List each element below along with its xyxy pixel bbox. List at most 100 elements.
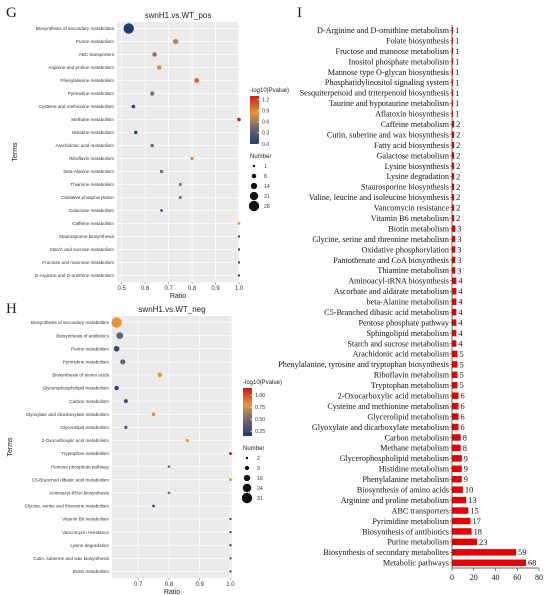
y-tick-label: Glycerophospholipid metabolism [43,386,110,391]
bar [452,298,457,305]
data-point [123,23,134,34]
data-point [151,412,156,417]
bar-value-label: 5 [459,371,463,380]
data-point [178,183,182,186]
bar-value-label: 9 [464,454,468,463]
y-tick-label: Riboflavin metabolism [69,156,114,161]
size-legend-dot [241,492,253,504]
panel-letter-i: I [297,5,302,21]
category-label: Biosynthesis of amino acids [357,485,449,494]
bar-value-label: 2 [456,214,460,223]
bar-value-label: 9 [464,465,468,474]
bar [452,47,454,55]
bar-value-label: 3 [457,245,461,254]
category-label: Methane metabolism [380,444,450,453]
panel-letter-g: G [6,5,17,21]
category-label: Glyoxylate and dicarboxylate metabolism [312,423,450,432]
bar [452,350,458,358]
y-tick-label: beta-Alanine metabolism [63,169,114,174]
bar [452,392,459,399]
bar [452,434,461,441]
bar [452,100,454,107]
size-legend-dot [243,474,251,482]
data-point [237,117,241,122]
data-point [229,517,232,521]
y-tick-label: Carbon metabolism [69,399,109,404]
bar [452,496,467,504]
category-label: Galactose metabolism [376,151,449,160]
category-label: Histidine metabolism [379,465,450,474]
bar [452,517,471,525]
bar-value-label: 1 [455,99,459,108]
y-tick-label: Pyrimidine metabolism [63,359,109,364]
y-tick-label: Thiamine metabolism [70,182,114,187]
x-tick-label: 80 [535,573,543,582]
x-tick-label: 0.5 [118,286,127,292]
bar [452,549,517,556]
bar [452,319,457,326]
y-tick-label: Galactose metabolism [69,208,115,213]
category-label: ABC transporters [391,506,449,515]
category-label: D-Arginine and D-ornithine metabolism [317,26,450,35]
bar-value-label: 4 [458,287,463,296]
data-point [150,91,155,96]
category-label: Cysteine and methionine metabolism [327,402,449,411]
data-point [167,491,171,495]
bar [452,288,457,295]
bar [452,371,458,379]
bar-value-label: 4 [458,319,463,328]
bar [452,465,462,473]
data-point [194,78,200,83]
bar-value-label: 2 [456,183,460,192]
y-tick-label: Arginine and proline metabolism [48,65,114,70]
y-tick-label: Arachidonic acid metabolism [56,143,115,148]
category-label: Caffeine metabolism [381,120,450,129]
bar [452,225,456,232]
y-tick-label: D-Arginine and D-ornithine metabolism [35,273,114,278]
bar-value-label: 5 [459,350,463,359]
category-label: C5-Branched dibasic acid metabolism [324,308,449,317]
bar-value-label: 2 [456,193,460,202]
data-point [111,317,122,328]
x-axis-label: Ratio [164,589,180,595]
bar-value-label: 10 [465,486,473,495]
bar-value-label: 17 [472,517,480,526]
y-tick-label: Fructose and mannose metabolism [42,260,114,265]
y-tick-label: Glycerolipid metabolism [60,425,109,430]
data-point [229,544,232,547]
color-legend-label: 0.50 [255,417,265,423]
bar [452,486,463,493]
x-tick-label: 1.0 [226,582,235,588]
category-label: Biosynthesis of antibiotics [362,527,449,536]
bar [452,214,455,222]
size-legend-label: 2 [257,456,260,462]
y-tick-label: Purine metabolism [76,39,114,44]
category-label: Glycerophospholipid metabolism [340,454,450,463]
bar-value-label: 1 [455,47,459,56]
x-tick-label: 1.0 [235,286,244,292]
bar-value-label: 4 [458,329,463,338]
color-legend-label: 0.25 [255,429,265,435]
x-tick-label: 0.7 [134,582,143,588]
data-point [229,478,232,482]
y-tick-label: Staurosporine biosynthesis [59,234,115,239]
data-point [228,452,232,456]
category-label: Aflatoxin biosynthesis [375,110,449,119]
y-tick-label: Caffeine metabolism [72,221,114,226]
y-tick-label: 2-Oxocarboxylic acid metabolism [42,438,110,443]
x-tick-label: 0.9 [211,286,220,292]
category-label: 2-Oxocarboxylic acid metabolism [338,392,450,401]
bar-value-label: 4 [458,277,463,286]
size-legend-dot [242,483,252,493]
category-label: Valine, leucine and isoleucine biosynthe… [309,193,449,202]
category-label: Biosynthesis of secondary metabolites [323,548,449,557]
data-point [237,235,241,238]
chart-title: swnH1.vs.WT_neg [138,305,205,314]
category-label: Fructose and mannose metabolism [336,47,450,56]
data-point [131,104,136,109]
category-label: Oxidative phosphorylation [361,245,449,254]
color-legend-label: 1.2 [262,97,269,103]
bar-value-label: 3 [457,225,461,234]
bar [452,141,455,149]
